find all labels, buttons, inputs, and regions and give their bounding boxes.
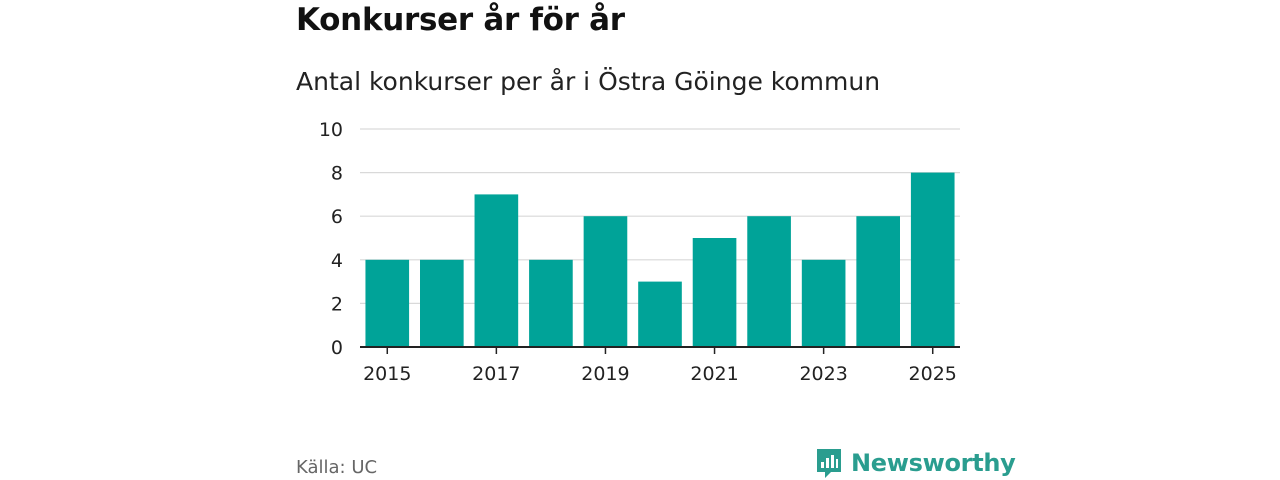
y-tick-label: 6 [331,206,343,228]
x-tick-label: 2015 [363,363,411,385]
bar-2025 [910,172,955,347]
x-tick-label: 2023 [799,363,847,385]
chart-subtitle: Antal konkurser per år i Östra Göinge ko… [296,67,881,96]
axes: 0 2 4 6 8 10 2015 2017 2019 2021 2023 2025 [319,119,960,385]
bar-2023 [801,259,846,347]
bar-2016 [420,259,464,347]
bars [365,172,955,347]
bar-2022 [747,216,791,347]
y-tick-label: 10 [319,119,343,141]
x-tick-label: 2025 [909,363,957,385]
bar-2015 [365,259,410,347]
y-tick-label: 4 [331,250,343,272]
y-tick-label: 0 [331,337,343,359]
x-tick-label: 2017 [472,363,520,385]
bar-2021 [692,238,737,347]
y-tick-label: 8 [331,163,343,185]
x-tick-label: 2021 [690,363,738,385]
x-tick-label: 2019 [581,363,629,385]
bar-2018 [529,259,573,347]
brand-logo: Newsworthy [815,446,1016,480]
bar-2020 [638,281,682,347]
bar-2019 [583,216,628,347]
chart-title: Konkurser år för år [296,2,625,38]
source-label: Källa: UC [296,457,378,478]
y-tick-label: 2 [331,293,343,315]
bar-2017 [474,194,519,347]
bar-2024 [856,216,900,347]
brand-name: Newsworthy [851,449,1016,477]
newsworthy-logo-icon [817,449,841,478]
